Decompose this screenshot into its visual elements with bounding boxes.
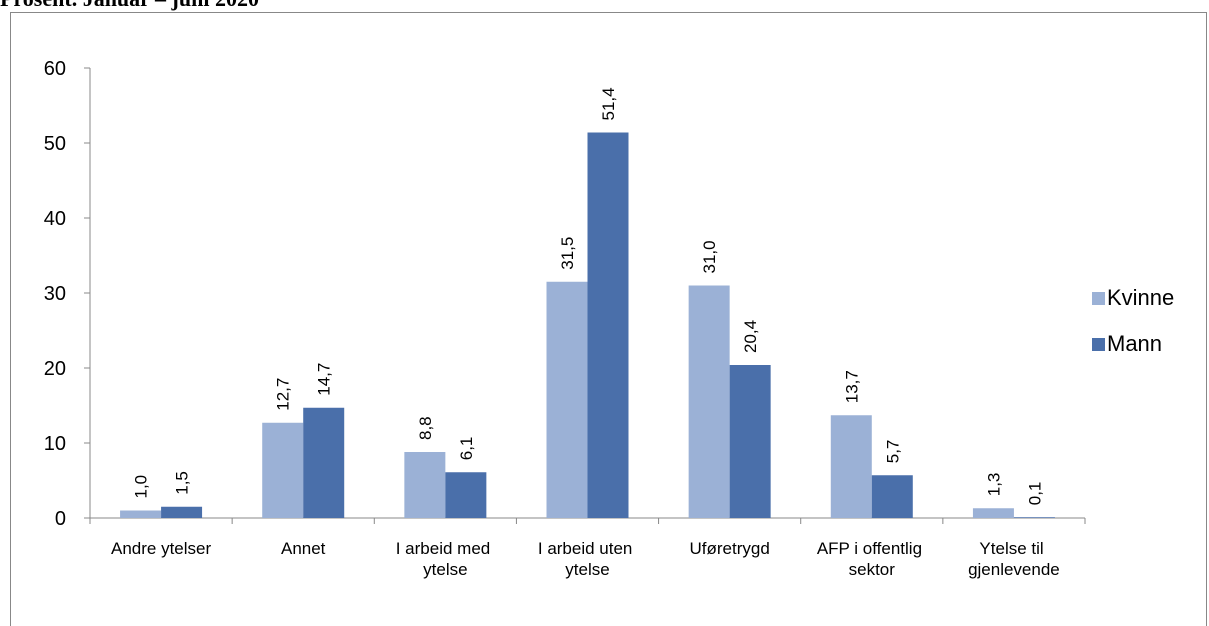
y-tick-label: 50: [44, 133, 66, 155]
chart-border: [10, 12, 1207, 626]
x-tick-label: Annet: [281, 539, 326, 558]
value-label: 0,1: [1025, 482, 1044, 506]
bar: [303, 407, 345, 518]
chart-title: Prosent. Januar – juni 2020: [0, 0, 259, 11]
value-label: 1,5: [173, 471, 192, 495]
value-label: 1,3: [984, 473, 1003, 497]
bar: [830, 415, 872, 518]
bar: [972, 508, 1014, 518]
x-tick-label: I arbeid med ytelse: [396, 539, 495, 579]
value-label: 13,7: [842, 370, 861, 403]
y-tick-label: 60: [44, 58, 66, 80]
y-tick-label: 0: [55, 508, 66, 530]
x-tick-label: I arbeid uten ytelse: [538, 539, 637, 579]
legend-swatch: [1092, 338, 1105, 351]
legend-label: Mann: [1107, 331, 1162, 356]
value-label: 20,4: [741, 320, 760, 353]
bar: [729, 365, 771, 518]
value-label: 5,7: [883, 440, 902, 464]
value-label: 8,8: [416, 416, 435, 440]
x-tick-label: AFP i offentlig sektor: [817, 539, 927, 579]
bar: [161, 506, 203, 518]
legend-swatch: [1092, 292, 1105, 305]
bar: [120, 510, 162, 518]
y-tick-label: 40: [44, 208, 66, 230]
y-tick-label: 10: [44, 433, 66, 455]
value-label: 14,7: [315, 363, 334, 396]
bar: [404, 452, 446, 518]
value-label: 31,0: [700, 240, 719, 273]
legend-label: Kvinne: [1107, 285, 1174, 310]
bar: [871, 475, 913, 518]
bar: [262, 422, 304, 518]
value-label: 51,4: [599, 87, 618, 120]
value-label: 1,0: [132, 475, 151, 499]
bar: [688, 285, 730, 518]
y-tick-label: 30: [44, 283, 66, 305]
value-label: 6,1: [457, 437, 476, 461]
bar: [546, 281, 588, 518]
y-tick-label: 20: [44, 358, 66, 380]
x-tick-label: Uføretrygd: [689, 539, 769, 558]
value-label: 31,5: [558, 237, 577, 270]
bar: [587, 132, 629, 518]
x-tick-label: Andre ytelser: [111, 539, 211, 558]
x-tick-label: Ytelse til gjenlevende: [968, 539, 1060, 579]
bar: [1013, 517, 1055, 518]
value-label: 12,7: [274, 378, 293, 411]
bar: [445, 472, 487, 518]
